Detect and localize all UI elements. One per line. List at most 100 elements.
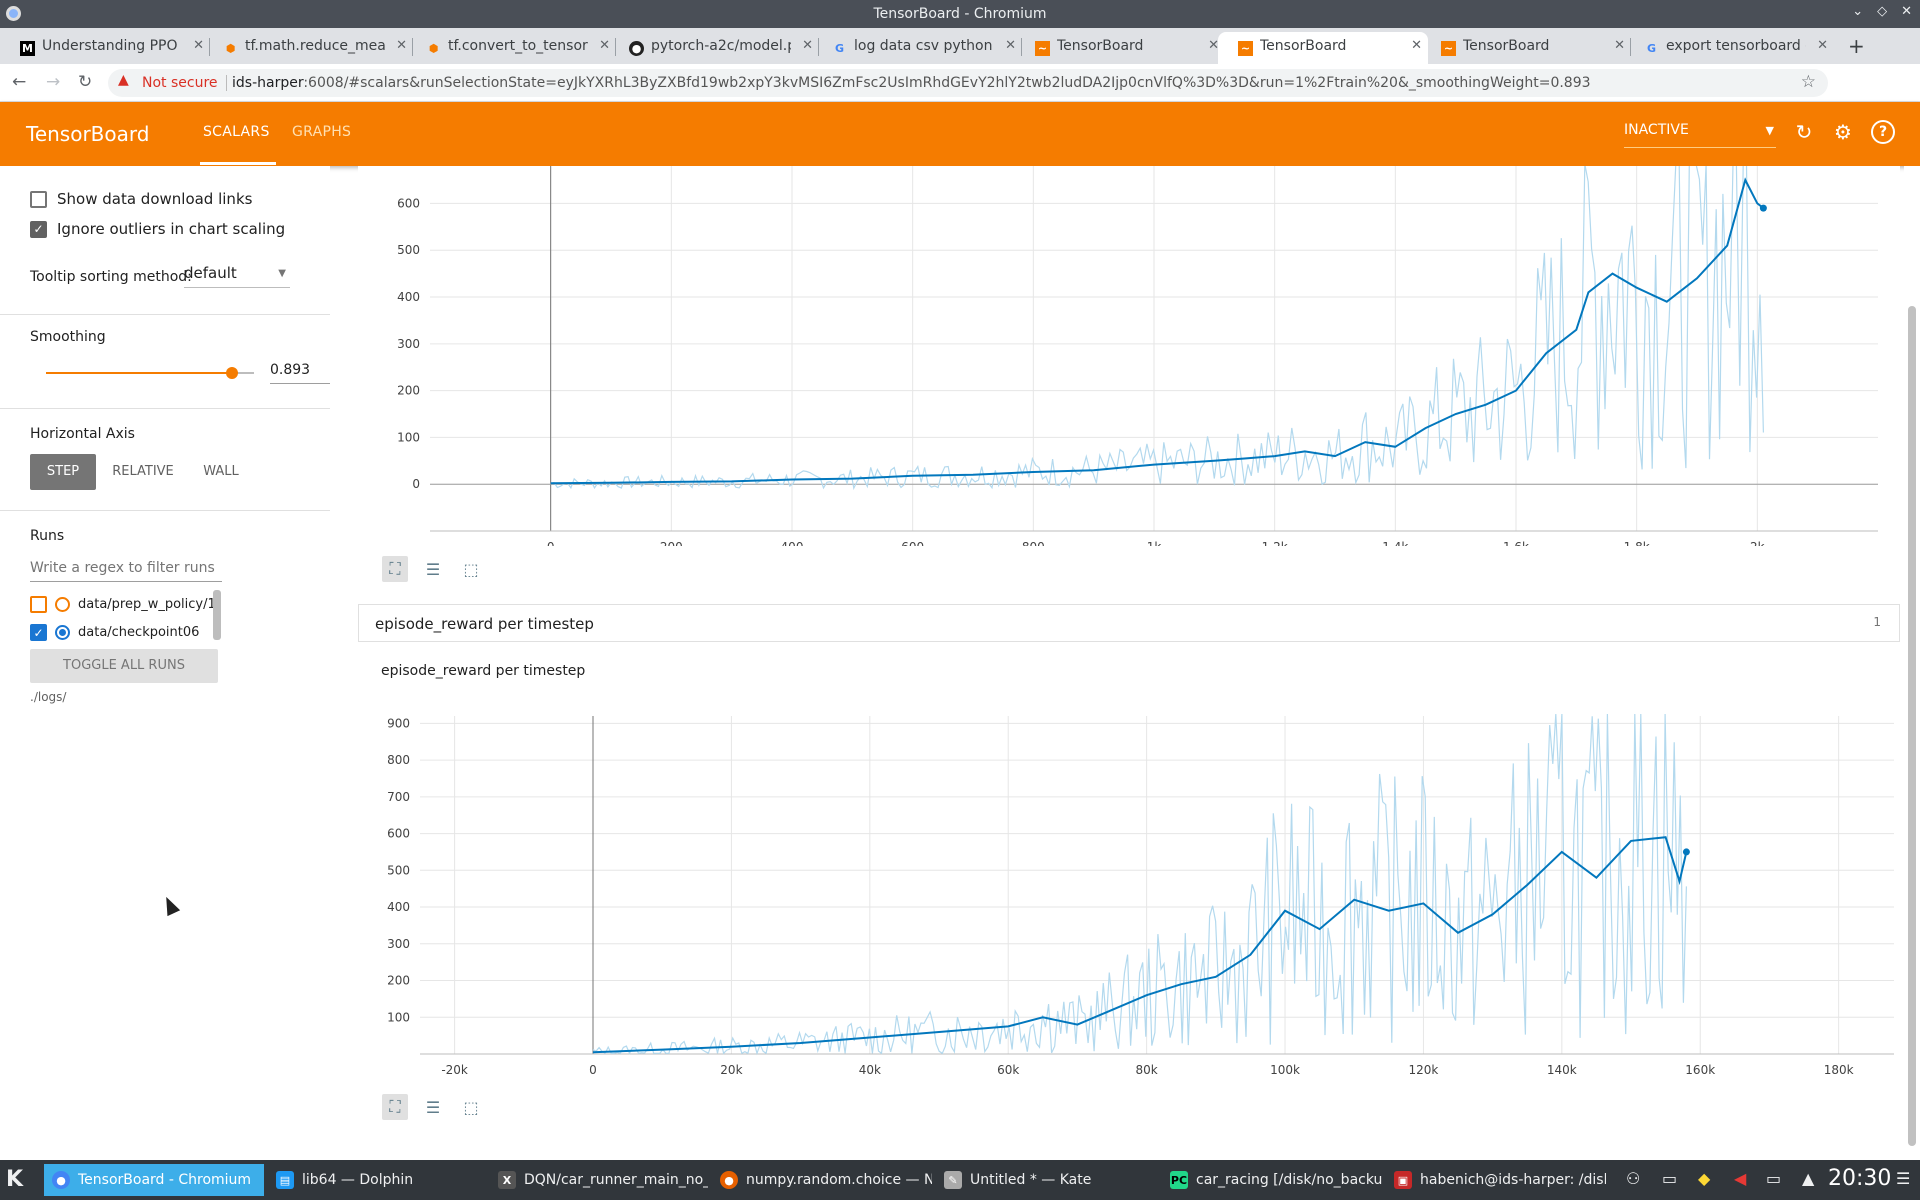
taskbar-item[interactable]: X DQN/car_runner_main_no_pr [490, 1164, 708, 1196]
run-checkbox[interactable]: ✓ [30, 624, 47, 641]
runs-label: Runs [30, 528, 65, 544]
chart-title: episode_reward per timestep [381, 663, 586, 679]
omnibox[interactable]: ▲ Not secure ids-harper:6008/#scalars&ru… [108, 69, 1828, 97]
browser-tab-active[interactable]: ~ TensorBoard ✕ [1218, 32, 1428, 64]
chart-card: -20k 0 20k 40k 60k 80k 100k 120k 140k 160k 180k 100… [358, 686, 1900, 1086]
tensorboard-icon: ~ [1238, 41, 1253, 56]
x-tick-label: 600 [901, 540, 924, 546]
smoothing-slider-handle[interactable] [226, 367, 238, 379]
browser-tab[interactable]: ~ TensorBoard ✕ [1421, 32, 1631, 64]
show-download-links-checkbox[interactable]: Show data download links [30, 190, 252, 208]
back-icon[interactable]: ← [12, 72, 27, 92]
run-item[interactable]: data/prep_w_policy/1 [30, 596, 216, 613]
url-text[interactable]: ids-harper:6008/#scalars&runSelectionSta… [232, 75, 1591, 91]
zoom-icon[interactable]: ⬚ [463, 559, 479, 579]
tensorboard-icon: ~ [1441, 41, 1456, 56]
tray-expand-icon[interactable]: ▲ [1802, 1169, 1815, 1188]
y-tick-label: 200 [387, 974, 410, 988]
ignore-outliers-checkbox[interactable]: ✓ Ignore outliers in chart scaling [30, 220, 285, 238]
raw-series-line [550, 163, 1764, 491]
tab-close-icon[interactable]: ✕ [396, 38, 407, 53]
x-tick-label: 400 [781, 540, 804, 546]
display-icon[interactable]: ▭ [1766, 1169, 1782, 1188]
tab-close-icon[interactable]: ✕ [1208, 38, 1219, 53]
list-icon[interactable]: ☰ [425, 559, 441, 579]
show-desktop-icon[interactable]: ☰ [1896, 1169, 1911, 1188]
scalar-chart[interactable]: 0 200 400 600 800 1k 1.2k 1.4k 1.6k 1.8k 2k 0 100 200… [358, 163, 1900, 554]
forward-icon[interactable]: → [46, 72, 61, 92]
list-icon[interactable]: ☰ [425, 1097, 441, 1117]
security-status[interactable]: Not secure [142, 75, 218, 91]
kde-menu-icon[interactable]: K [6, 1167, 24, 1192]
tab-scalars[interactable]: SCALARS [203, 124, 270, 140]
reload-icon[interactable]: ↻ [78, 72, 93, 92]
tab-close-icon[interactable]: ✕ [1005, 38, 1016, 53]
chart-group-header[interactable]: episode_reward per timestep 1 [358, 604, 1900, 642]
refresh-icon[interactable]: ↻ [1795, 120, 1813, 144]
page-scrollbar-thumb[interactable] [1908, 306, 1916, 1146]
page-scrollbar[interactable] [1904, 166, 1920, 1160]
run-radio[interactable] [55, 625, 70, 640]
tab-close-icon[interactable]: ✕ [599, 38, 610, 53]
scalar-chart[interactable]: -20k 0 20k 40k 60k 80k 100k 120k 140k 160k 180k 100… [358, 686, 1900, 1086]
tab-graphs[interactable]: GRAPHS [292, 124, 352, 140]
checkbox-icon[interactable] [30, 190, 47, 208]
smoothing-value-input[interactable]: 0.893 [270, 362, 330, 384]
browser-tab[interactable]: ● pytorch-a2c/model.py ✕ [609, 32, 819, 64]
taskbar-item[interactable]: PC car_racing [/disk/no_backup/ [1170, 1171, 1382, 1189]
runs-scrollbar[interactable] [213, 590, 221, 640]
taskbar-item[interactable]: ▤ lib64 — Dolphin [268, 1164, 486, 1196]
tab-close-icon[interactable]: ✕ [1614, 38, 1625, 53]
taskbar-item[interactable]: ▣ habenich@ids-harper: /disk/n [1386, 1164, 1606, 1196]
dropdown-arrow-icon: ▼ [278, 268, 286, 279]
clipboard-icon[interactable]: ▭ [1662, 1169, 1678, 1188]
minimize-icon[interactable]: ⌄ [1852, 4, 1864, 19]
toggle-all-runs-button[interactable]: TOGGLE ALL RUNS [30, 649, 218, 683]
settings-gear-icon[interactable]: ⚙ [1834, 120, 1852, 144]
taskbar-item[interactable]: ● numpy.random.choice — Nu [712, 1164, 932, 1196]
x-tick-label: 40k [859, 1063, 881, 1077]
axis-step-button[interactable]: STEP [30, 454, 96, 490]
maximize-icon[interactable]: ◇ [1877, 4, 1888, 19]
notes-icon[interactable]: ◆ [1698, 1169, 1711, 1188]
x-tick-label: 2k [1750, 540, 1765, 546]
axis-wall-button[interactable]: WALL [203, 464, 239, 479]
volume-icon[interactable]: ◀ [1734, 1169, 1747, 1188]
fit-icon[interactable]: ⛶ [382, 1094, 408, 1120]
browser-tab[interactable]: ⬢ tf.math.reduce_mean ✕ [203, 32, 413, 64]
run-radio[interactable] [55, 597, 70, 612]
y-tick-label: 400 [397, 290, 420, 304]
runs-filter-input[interactable]: Write a regex to filter runs [30, 560, 222, 582]
y-tick-label: 100 [397, 430, 420, 444]
tab-close-icon[interactable]: ✕ [193, 38, 204, 53]
checkbox-checked-icon[interactable]: ✓ [30, 220, 47, 238]
run-status-dropdown[interactable]: INACTIVE ▼ [1624, 122, 1776, 148]
bookmark-star-icon[interactable]: ☆ [1800, 72, 1816, 92]
tooltip-sorting-select[interactable]: default ▼ [184, 264, 290, 288]
close-icon[interactable]: ✕ [1901, 4, 1912, 19]
taskbar-item[interactable]: ✎ Untitled * — Kate [936, 1164, 1158, 1196]
smoothing-slider-fill [46, 372, 232, 374]
tab-close-icon[interactable]: ✕ [1817, 38, 1828, 53]
browser-tab[interactable]: ~ TensorBoard ✕ [1015, 32, 1225, 64]
axis-relative-button[interactable]: RELATIVE [112, 464, 174, 479]
browser-tab[interactable]: M Understanding PPO Pl ✕ [0, 32, 210, 64]
google-icon: G [834, 42, 845, 55]
network-icon[interactable]: ⚇ [1626, 1169, 1641, 1188]
raw-series-line [592, 713, 1687, 1056]
run-item[interactable]: ✓ data/checkpoint06 [30, 624, 199, 641]
y-tick-label: 900 [387, 716, 410, 730]
new-tab-button[interactable]: + [1848, 34, 1865, 58]
run-checkbox[interactable] [30, 596, 47, 613]
fit-icon[interactable]: ⛶ [382, 556, 408, 582]
tab-close-icon[interactable]: ✕ [1411, 38, 1422, 53]
tab-close-icon[interactable]: ✕ [802, 38, 813, 53]
taskbar-item[interactable]: ● TensorBoard - Chromium [44, 1164, 264, 1196]
help-icon[interactable]: ? [1871, 120, 1895, 144]
x-tick-label: 0 [547, 540, 555, 546]
zoom-icon[interactable]: ⬚ [463, 1097, 479, 1117]
series-endpoint-marker [1682, 848, 1690, 856]
browser-tab[interactable]: ⬢ tf.convert_to_tensor ✕ [406, 32, 616, 64]
